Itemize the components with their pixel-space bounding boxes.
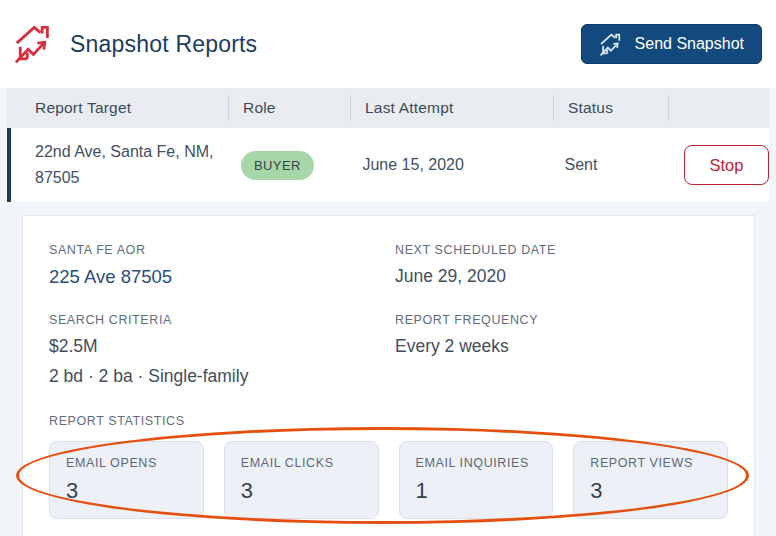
report-statistics-cards: EMAIL OPENS 3 EMAIL CLICKS 3 EMAIL INQUI… bbox=[49, 441, 728, 519]
column-header-role: Role bbox=[228, 95, 350, 121]
stat-card-label: EMAIL OPENS bbox=[66, 456, 187, 470]
next-scheduled-value: June 29, 2020 bbox=[395, 266, 728, 287]
last-attempt-cell: June 15, 2020 bbox=[348, 156, 550, 174]
report-target-cell: 22nd Ave, Santa Fe, NM, 87505 bbox=[11, 139, 227, 191]
report-details-panel: SANTA FE AOR 225 Ave 87505 NEXT SCHEDULE… bbox=[22, 215, 755, 536]
stat-card-label: EMAIL INQUIRIES bbox=[416, 456, 537, 470]
send-snapshot-label: Send Snapshot bbox=[635, 35, 744, 53]
column-header-actions bbox=[668, 95, 769, 121]
report-statistics-label: REPORT STATISTICS bbox=[49, 414, 728, 428]
house-chart-icon bbox=[599, 32, 626, 57]
page-header: Snapshot Reports Send Snapshot bbox=[0, 0, 776, 88]
stat-card-email-clicks: EMAIL CLICKS 3 bbox=[224, 441, 379, 519]
table-row[interactable]: 22nd Ave, Santa Fe, NM, 87505 BUYER June… bbox=[7, 128, 769, 202]
column-header-last-attempt: Last Attempt bbox=[350, 95, 553, 121]
column-header-report-target: Report Target bbox=[7, 95, 228, 121]
page-title-group: Snapshot Reports bbox=[13, 23, 257, 65]
role-cell: BUYER bbox=[227, 151, 348, 180]
stat-card-email-inquiries: EMAIL INQUIRIES 1 bbox=[399, 441, 554, 519]
report-frequency-value: Every 2 weeks bbox=[395, 336, 728, 357]
aor-address-link[interactable]: 225 Ave 87505 bbox=[49, 266, 395, 288]
house-chart-icon bbox=[13, 23, 59, 65]
actions-cell: Stop bbox=[665, 145, 769, 185]
reports-table: Report Target Role Last Attempt Status 2… bbox=[7, 88, 769, 202]
aor-label: SANTA FE AOR bbox=[49, 243, 395, 257]
stat-card-email-opens: EMAIL OPENS 3 bbox=[49, 441, 204, 519]
stat-card-label: REPORT VIEWS bbox=[590, 456, 711, 470]
send-snapshot-button[interactable]: Send Snapshot bbox=[581, 24, 762, 64]
stat-card-value: 3 bbox=[66, 478, 187, 504]
report-frequency-label: REPORT FREQUENCY bbox=[395, 313, 728, 327]
stat-card-value: 1 bbox=[416, 478, 537, 504]
table-header-row: Report Target Role Last Attempt Status bbox=[7, 88, 769, 128]
column-header-status: Status bbox=[553, 95, 668, 121]
stat-card-report-views: REPORT VIEWS 3 bbox=[573, 441, 728, 519]
page-title: Snapshot Reports bbox=[70, 31, 257, 58]
stat-card-value: 3 bbox=[590, 478, 711, 504]
details-grid: SANTA FE AOR 225 Ave 87505 NEXT SCHEDULE… bbox=[49, 243, 728, 412]
search-criteria-specs: 2 bd · 2 ba · Single-family bbox=[49, 366, 395, 387]
report-frequency-field: REPORT FREQUENCY Every 2 weeks bbox=[395, 313, 728, 387]
next-scheduled-field: NEXT SCHEDULED DATE June 29, 2020 bbox=[395, 243, 728, 288]
status-cell: Sent bbox=[551, 156, 665, 174]
role-badge: BUYER bbox=[241, 151, 314, 180]
stop-button[interactable]: Stop bbox=[684, 145, 769, 185]
stat-card-value: 3 bbox=[241, 478, 362, 504]
search-criteria-price: $2.5M bbox=[49, 336, 395, 357]
stat-card-label: EMAIL CLICKS bbox=[241, 456, 362, 470]
search-criteria-label: SEARCH CRITERIA bbox=[49, 313, 395, 327]
aor-field: SANTA FE AOR 225 Ave 87505 bbox=[49, 243, 395, 288]
next-scheduled-label: NEXT SCHEDULED DATE bbox=[395, 243, 728, 257]
search-criteria-field: SEARCH CRITERIA $2.5M 2 bd · 2 ba · Sing… bbox=[49, 313, 395, 387]
